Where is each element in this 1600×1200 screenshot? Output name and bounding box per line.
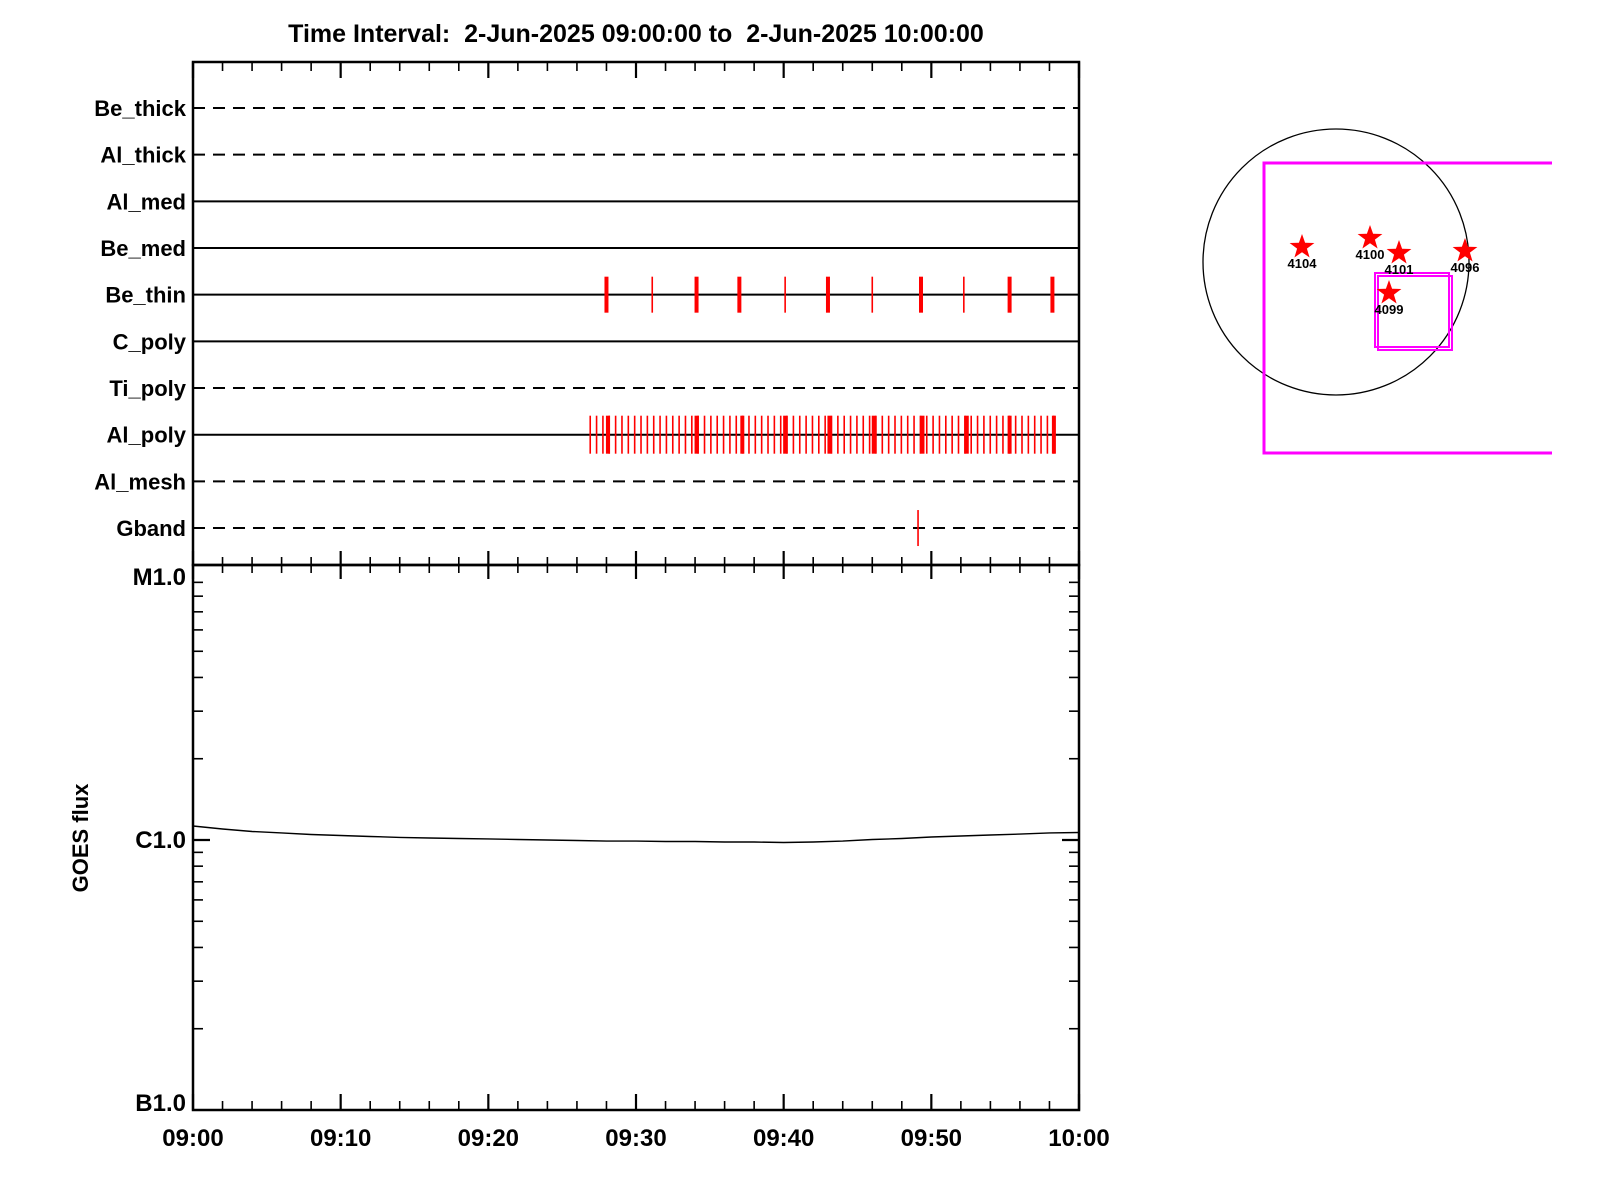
- time-tick-label-0950: 09:50: [901, 1125, 962, 1152]
- time-tick-label-0910: 09:10: [310, 1125, 371, 1152]
- active-region-label-4099: 4099: [1375, 302, 1404, 317]
- solar-limb-circle: [1202, 128, 1470, 396]
- filter-row-label-be_med: Be_med: [100, 236, 186, 261]
- time-tick-label-0930: 09:30: [605, 1125, 666, 1152]
- active-region-label-4100: 4100: [1356, 247, 1385, 262]
- filter-row-label-c_poly: C_poly: [113, 329, 187, 354]
- active-region-label-4096: 4096: [1451, 260, 1480, 275]
- time-tick-label-0900: 09:00: [162, 1125, 223, 1152]
- filter-row-label-al_med: Al_med: [107, 189, 186, 214]
- active-region-star-4104: [1289, 234, 1315, 258]
- goes-flux-panel: M1.0 C1.0 B1.0 09:00 09:10 09:20 09:30 09:40 09:…: [133, 563, 1110, 1152]
- filter-row-label-be_thin: Be_thin: [105, 283, 186, 308]
- goes-y-axis-title: GOES flux: [68, 783, 93, 893]
- filter-row-label-gband: Gband: [116, 516, 186, 541]
- active-region-label-4101: 4101: [1385, 262, 1414, 277]
- filter-row-label-ti_poly: Ti_poly: [109, 376, 186, 401]
- goes-ytick-label-c10: C1.0: [135, 827, 186, 854]
- time-tick-label-0940: 09:40: [753, 1125, 814, 1152]
- fov-box-small-1: [1374, 272, 1450, 348]
- filter-exposure-panel: Be_thick Al_thick Al_med Be_med Be_thin C_pol…: [94, 60, 1081, 579]
- filter-row-label-al_poly: Al_poly: [107, 423, 187, 448]
- filter-panel-frame: [191, 60, 1081, 567]
- active-region-star-4099: [1376, 280, 1402, 304]
- goes-ytick-label-b10: B1.0: [135, 1090, 186, 1117]
- active-region-star-4101: [1386, 240, 1412, 264]
- goes-ytick-label-m10: M1.0: [133, 564, 186, 591]
- fov-box-small-2: [1377, 275, 1453, 351]
- active-region-star-4096: [1452, 238, 1478, 262]
- fov-box-large: [1262, 161, 1552, 455]
- filter-row-label-be_thick: Be_thick: [94, 96, 186, 121]
- filter-row-label-al_mesh: Al_mesh: [94, 469, 186, 494]
- active-region-star-4100: [1357, 225, 1383, 249]
- goes-flux-curve: [192, 825, 1080, 844]
- page-title: Time Interval: 2-Jun-2025 09:00:00 to 2-…: [288, 20, 984, 48]
- active-region-label-4104: 4104: [1288, 256, 1318, 271]
- filter-row-label-al_thick: Al_thick: [100, 143, 186, 168]
- time-tick-label-1000: 10:00: [1048, 1125, 1109, 1152]
- time-tick-label-0920: 09:20: [458, 1125, 519, 1152]
- goes-panel-frame: [191, 563, 1081, 1112]
